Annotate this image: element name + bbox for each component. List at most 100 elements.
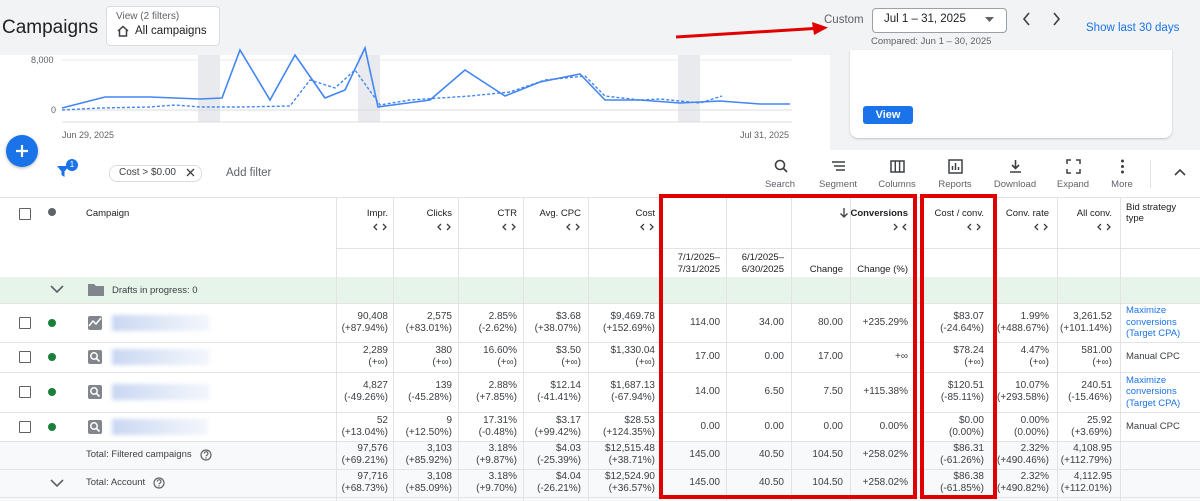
sort-icon[interactable] [373, 223, 387, 231]
toolbar-action[interactable]: Columns [878, 179, 916, 190]
chip-remove[interactable] [186, 168, 195, 177]
conversion-cell: 0.00 [783, 412, 843, 441]
metric-cell: $86.38 (-61.85%) [904, 469, 984, 497]
metric-change: (-67.94%) [611, 392, 655, 403]
metric-cell: 2.32% (+490.46%) [969, 441, 1049, 469]
bid-strategy[interactable]: Maximize conversions (Target CPA) [1126, 374, 1181, 409]
metric-change: (+7.85%) [476, 392, 517, 403]
toolbar-action[interactable]: Segment [818, 179, 858, 190]
filter-icon[interactable] [56, 164, 70, 178]
collapse-icon[interactable] [1174, 168, 1186, 176]
column-header[interactable]: Clicks [426, 208, 452, 219]
subcolumn-header: 7/1/2025– 7/31/2025 [677, 252, 720, 275]
column-header[interactable]: CTR [497, 208, 517, 219]
checkbox[interactable] [19, 420, 31, 433]
custom-label: Custom [824, 14, 864, 26]
sort-icon[interactable] [502, 223, 516, 231]
metric-cell: 2,575 (+83.01%) [372, 303, 452, 342]
metric-cell: $1,687.13 (-67.94%) [575, 372, 656, 412]
conversion-value: 80.00 [817, 316, 843, 328]
conversion-value: +258.02% [862, 477, 908, 488]
checkbox[interactable] [19, 208, 31, 220]
metric-cell: $3.17 (+99.42%) [501, 412, 581, 441]
metric-change: (+490.46%) [997, 455, 1049, 466]
view-selector[interactable] [106, 6, 220, 46]
column-header[interactable]: Impr. [366, 208, 388, 219]
sort-icon[interactable] [1097, 223, 1111, 231]
toolbar-icon[interactable] [773, 159, 788, 174]
metric-value: 2.85% [488, 310, 517, 322]
toolbar-icon[interactable] [948, 159, 963, 174]
show-last-link[interactable]: Show last 30 days [1086, 22, 1180, 34]
subheader-border [336, 248, 1200, 249]
prev-period[interactable] [1022, 12, 1032, 26]
checkbox[interactable] [19, 386, 31, 398]
metric-value: $0.00 [958, 414, 984, 426]
view-button[interactable]: View [863, 106, 913, 124]
sort-icon[interactable] [1034, 223, 1048, 231]
toolbar-action[interactable]: Download [993, 179, 1037, 190]
metric-value: $4.03 [555, 443, 581, 454]
sort-icon[interactable] [640, 223, 654, 231]
add-filter[interactable]: Add filter [226, 167, 272, 179]
column-header[interactable]: Cost [635, 208, 655, 219]
toolbar-action[interactable]: Expand [1056, 179, 1090, 190]
conversion-cell: 0.00 [724, 342, 784, 372]
metric-cell: $0.00 (0.00%) [904, 412, 984, 441]
toolbar-icon[interactable] [831, 159, 846, 174]
metric-change: (-26.21%) [537, 483, 581, 494]
campaign-name-redacted[interactable] [112, 418, 208, 435]
campaign-name-redacted[interactable] [112, 349, 210, 365]
toolbar-icon[interactable] [890, 159, 905, 174]
metric-change: (+∞) [964, 357, 984, 368]
metric-cell: 97,576 (+69.21%) [308, 441, 388, 469]
metric-cell: 1.99% (+488.67%) [969, 303, 1049, 342]
sort-icon[interactable] [967, 223, 981, 231]
metric-change: (+∞) [1029, 357, 1049, 368]
metric-value: $28.53 [624, 414, 655, 426]
filter-badge: 1 [66, 159, 78, 171]
toolbar-icon[interactable] [1115, 159, 1130, 174]
metric-value: 97,576 [357, 443, 388, 454]
metric-cell: 2.88% (+7.85%) [437, 372, 517, 412]
create-button[interactable] [6, 135, 38, 167]
toolbar-icon[interactable] [1066, 159, 1081, 174]
sort-icon[interactable] [566, 223, 580, 231]
column-header[interactable]: Avg. CPC [539, 208, 581, 219]
column-header[interactable]: Cost / conv. [934, 208, 984, 219]
metric-cell: 4.47% (+∞) [969, 342, 1049, 372]
conversion-value: 104.50 [812, 449, 843, 460]
column-header[interactable]: Bid strategy type [1126, 202, 1177, 224]
campaign-name-redacted[interactable] [112, 384, 210, 400]
metric-change: (+∞) [432, 357, 452, 368]
metric-cell: 16.60% (+∞) [437, 342, 517, 372]
conversion-cell: +258.02% [848, 469, 908, 497]
column-header[interactable]: All conv. [1076, 208, 1112, 219]
sort-icon[interactable] [437, 223, 451, 231]
metric-value: 4.47% [1020, 345, 1049, 356]
collapse-columns[interactable] [893, 223, 907, 231]
conversion-cell: +115.38% [848, 372, 908, 412]
metric-value: 2,575 [426, 310, 452, 322]
date-dropdown[interactable] [872, 8, 1007, 33]
help-icon[interactable] [200, 449, 212, 461]
conversion-value: 104.50 [812, 477, 843, 488]
checkbox[interactable] [19, 351, 31, 363]
help-icon[interactable] [153, 477, 165, 489]
toolbar-icon[interactable] [1008, 159, 1023, 174]
metric-cell: $78.24 (+∞) [904, 342, 984, 372]
checkbox[interactable] [19, 316, 31, 329]
column-header[interactable]: Conv. rate [1005, 208, 1049, 219]
column-header[interactable]: Conversions [850, 208, 908, 219]
metric-value: 25.92 [1086, 414, 1112, 426]
expand-icon[interactable] [50, 285, 64, 294]
campaign-name-redacted[interactable] [112, 314, 210, 331]
column-divider [393, 197, 394, 501]
expand-icon[interactable] [50, 479, 64, 488]
next-period[interactable] [1052, 12, 1062, 26]
toolbar-action[interactable]: Search [764, 179, 796, 190]
filter-chip[interactable] [109, 165, 202, 182]
toolbar-action[interactable]: More [1111, 179, 1133, 190]
bid-strategy[interactable]: Maximize conversions (Target CPA) [1126, 305, 1181, 340]
toolbar-action[interactable]: Reports [938, 179, 972, 190]
